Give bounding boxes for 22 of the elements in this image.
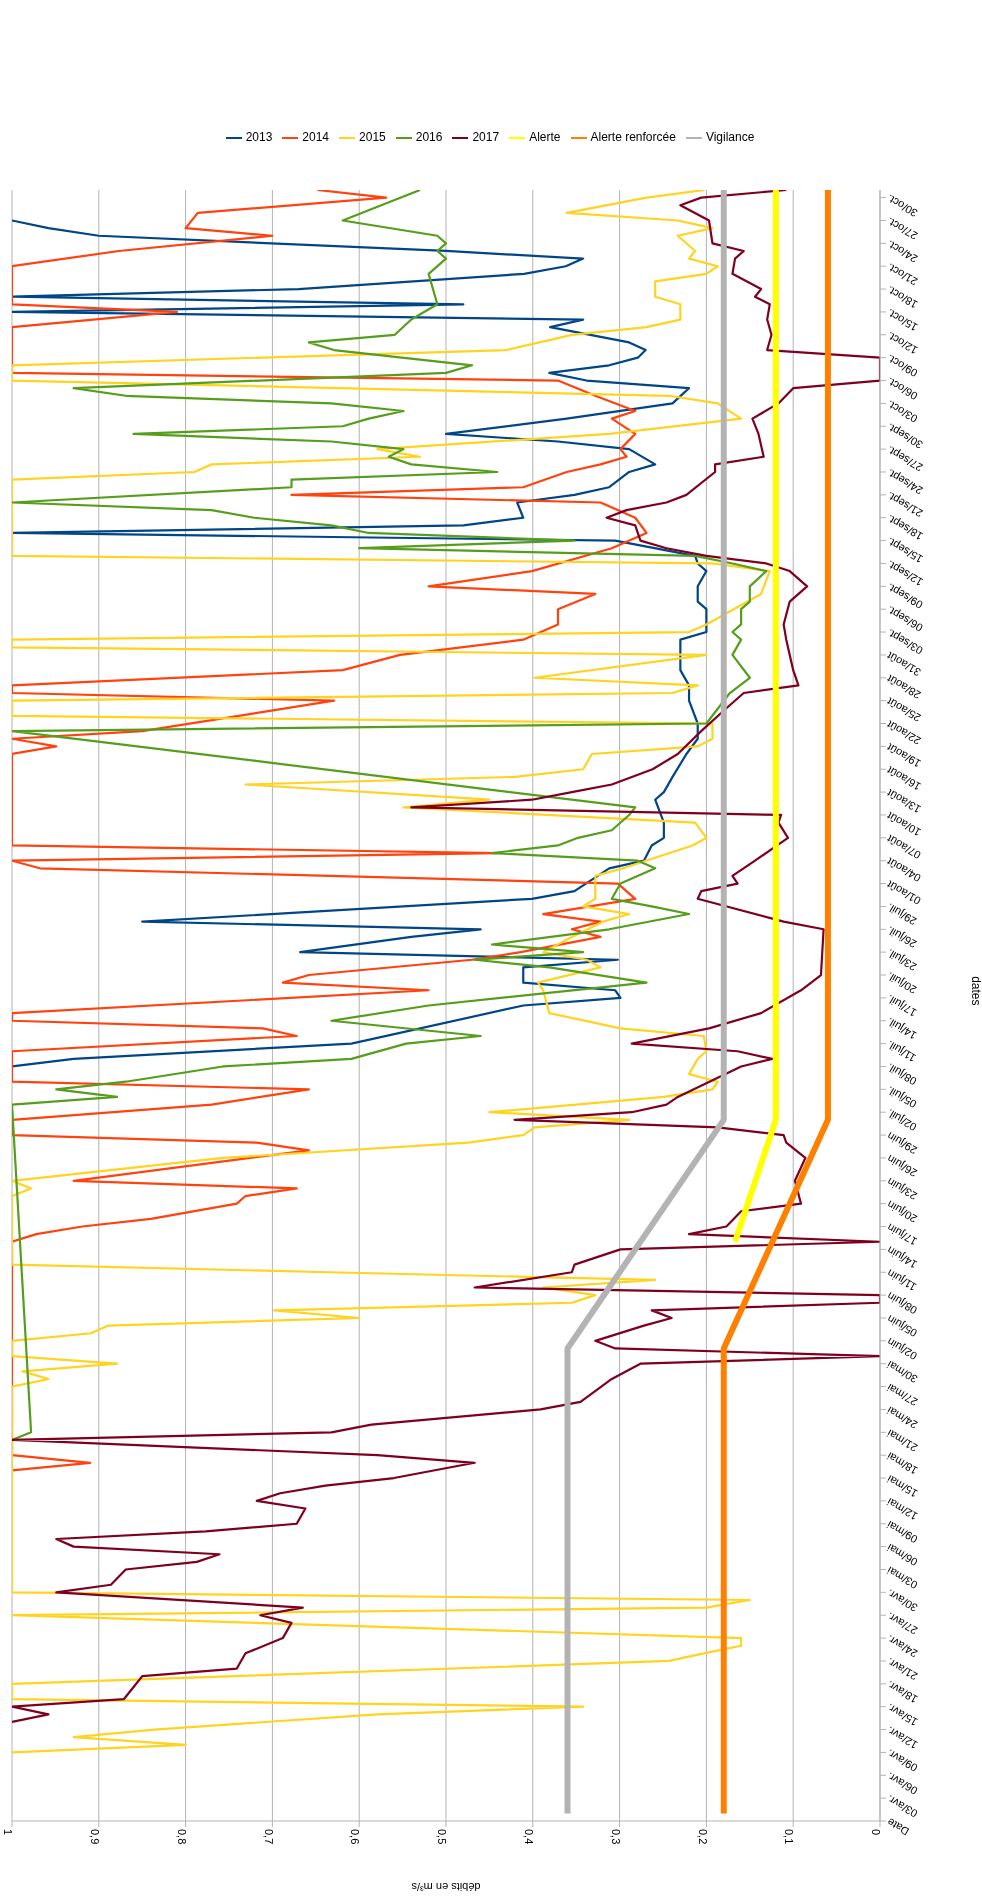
x-tick-label: 0,7 [262,1829,275,1845]
x-axis-title: débits en m³/s [410,1881,481,1893]
x-tick-label: 0,8 [175,1829,188,1845]
legend-label: 2014 [302,130,330,145]
legend-label: 2017 [472,130,500,145]
x-tick-label: 0,3 [609,1829,622,1845]
x-tick-label: 0,1 [783,1829,796,1845]
x-tick-label: 1 [2,1829,15,1836]
legend-label: 2013 [245,130,273,145]
y-axis-title: dates [968,976,982,1006]
x-tick-label: 0,9 [88,1829,101,1845]
legend-label: 2016 [415,130,443,145]
x-tick-label: 0,6 [349,1829,362,1845]
legend-label: Alerte renforcée [590,130,676,145]
legend-label: Alerte [529,130,561,145]
legend-label: Vigilance [705,130,755,145]
x-tick-label: 0,4 [522,1829,535,1845]
x-tick-label: 0,5 [436,1829,449,1845]
y-tick-label: Date [884,1815,912,1838]
x-tick-label: 0 [870,1829,883,1836]
x-tick-label: 0,2 [696,1829,709,1845]
legend-label: 2015 [359,130,386,145]
